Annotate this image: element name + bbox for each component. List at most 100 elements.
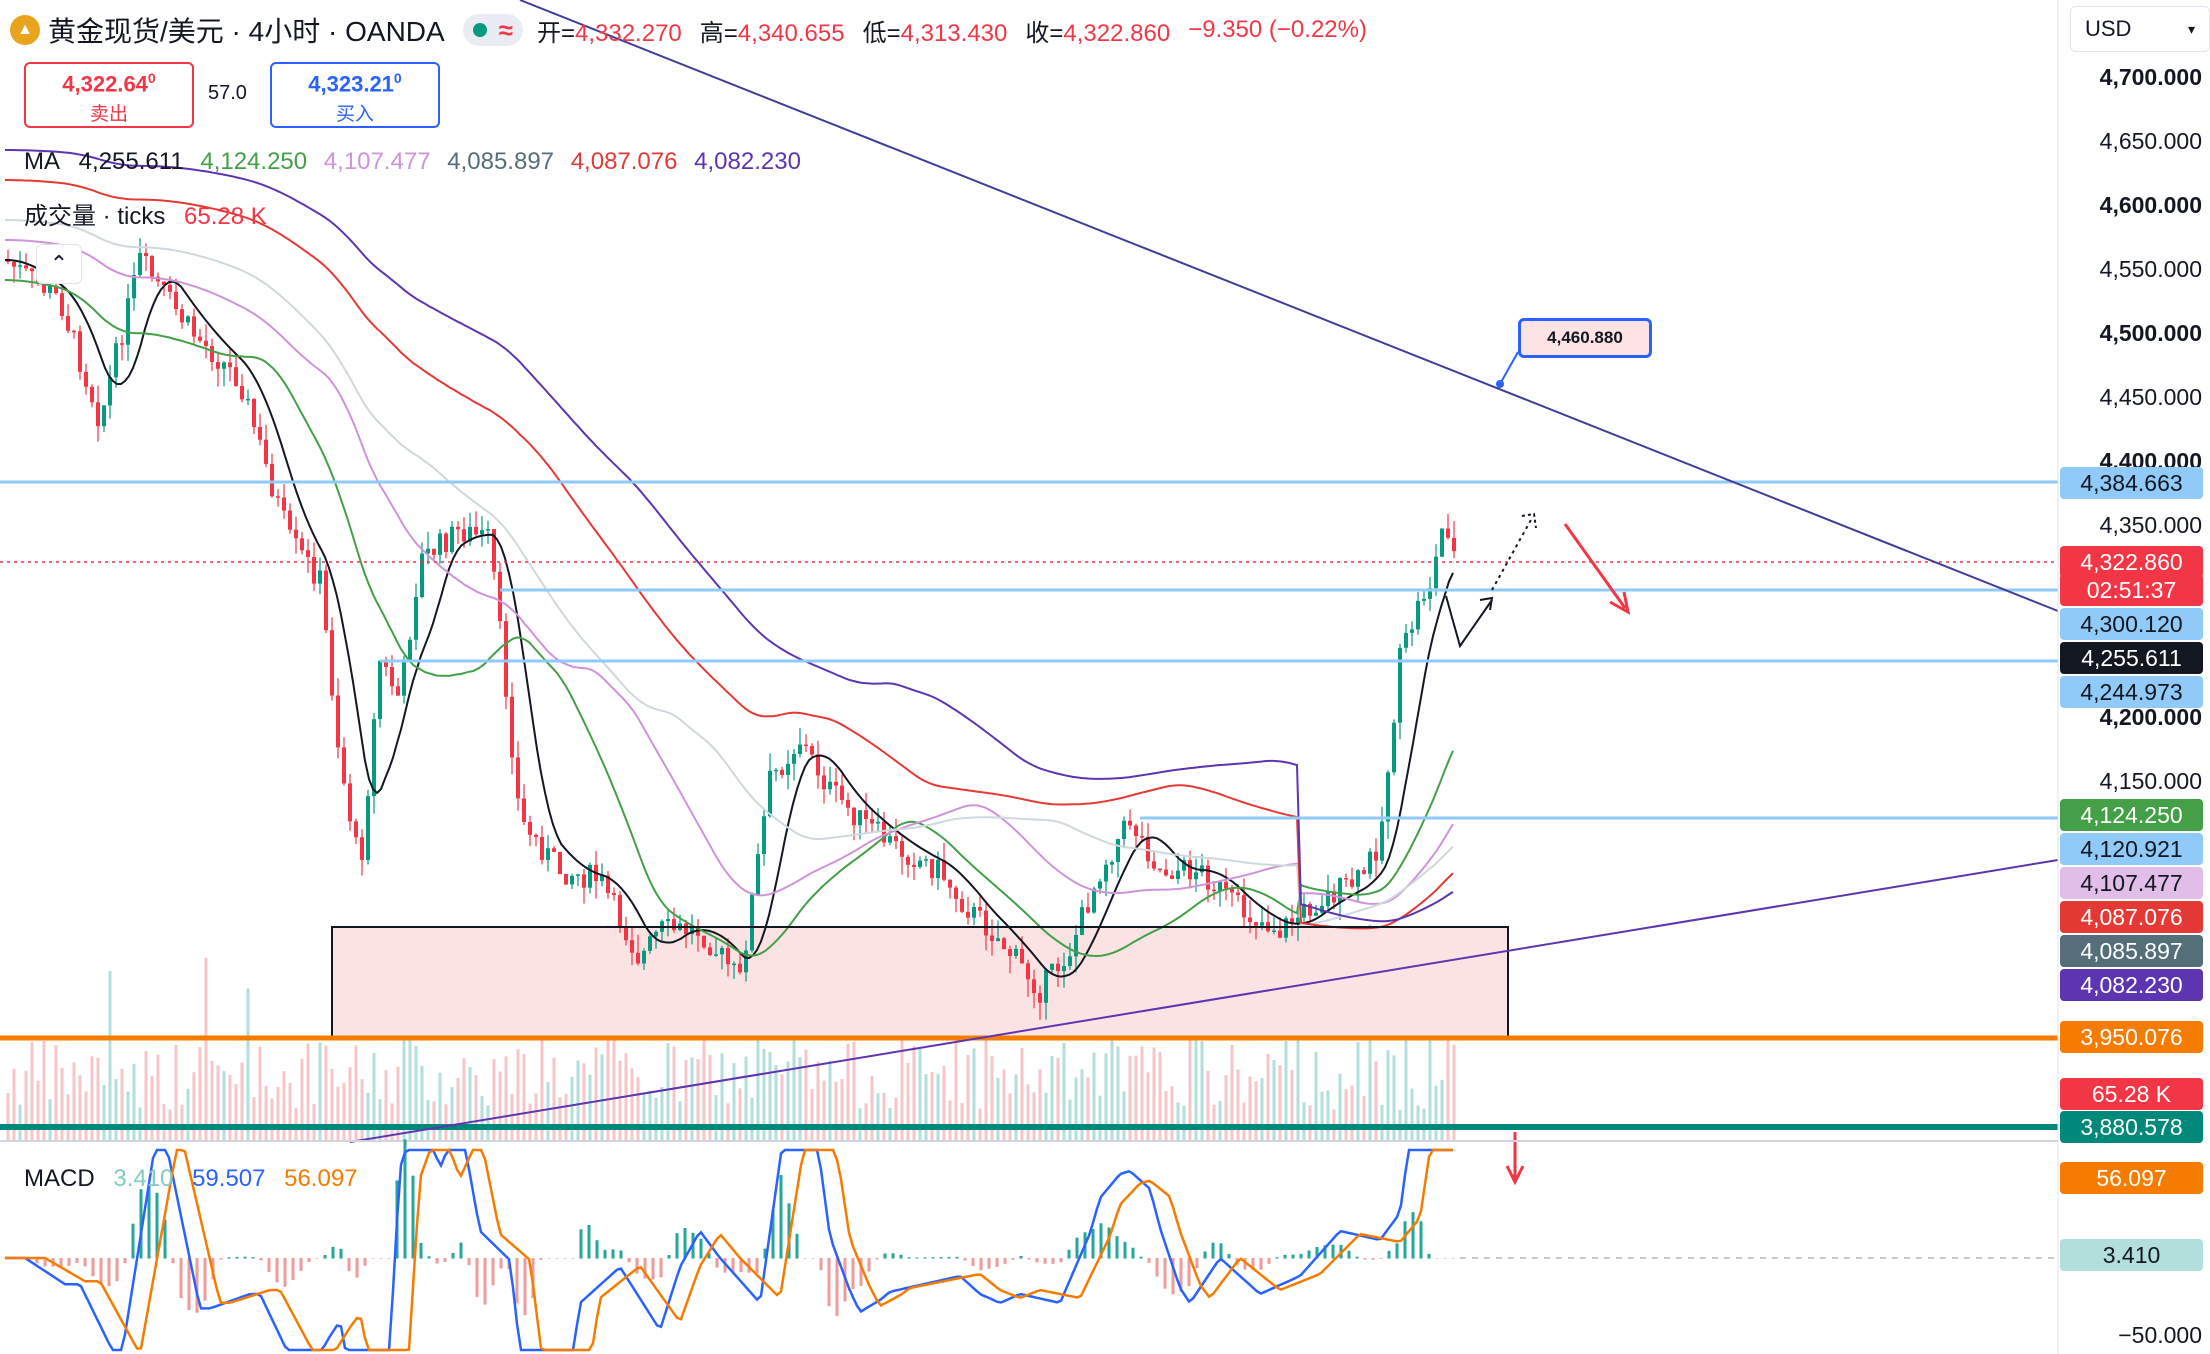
volume-bar (486, 1105, 490, 1140)
candle-body (1242, 895, 1246, 918)
macd-hist-bar (811, 1258, 815, 1259)
price-callout[interactable]: 4,460.880 (1518, 318, 1652, 358)
macd-hist-bar (203, 1258, 207, 1301)
candle-body (504, 621, 508, 697)
currency-selector[interactable]: USD ▾ (2070, 6, 2210, 52)
volume-bar (630, 1068, 634, 1140)
macd-hist-bar (923, 1257, 927, 1259)
candle-body (1110, 862, 1114, 865)
ma-line-5 (5, 179, 1454, 930)
volume-bar (1062, 1042, 1066, 1140)
candle-body (1392, 722, 1396, 773)
candle-body (768, 770, 772, 817)
volume-bar (936, 1073, 940, 1140)
volume-bar (258, 1046, 262, 1140)
ohlc-low: 低=4,313.430 (862, 19, 1008, 47)
macd-legend[interactable]: MACD 3.410 59.507 56.097 (24, 1165, 358, 1193)
price-tag-4300[interactable]: 4,300.120 (2060, 608, 2203, 640)
volume-bar (252, 1097, 256, 1140)
macd-hist-bar (907, 1257, 911, 1259)
volume-bar (96, 1057, 100, 1140)
sell-price: 4,322.64 (62, 71, 148, 97)
candle-body (714, 954, 718, 956)
volume-bar (180, 1104, 184, 1140)
descending-trendline[interactable] (519, 0, 2059, 612)
projection-dotted-line[interactable] (1491, 517, 1533, 591)
red-down-arrow[interactable] (1563, 523, 1627, 609)
volume-bar (678, 1101, 682, 1140)
symbol-title[interactable]: 黄金现货/美元 · 4小时 · OANDA (48, 16, 445, 47)
price-tag-ma4: 4,085.897 (2060, 935, 2203, 967)
macd-hist-bar (603, 1249, 607, 1259)
candle-body (1314, 912, 1318, 916)
price-tag-last[interactable]: 4,322.860 (2060, 546, 2203, 578)
buy-button[interactable]: 4,323.210 买入 (270, 62, 440, 128)
candle-body (384, 661, 388, 668)
volume-bar (768, 1052, 772, 1140)
price-tag-4120[interactable]: 4,120.921 (2060, 833, 2203, 865)
volume-bar (600, 1054, 604, 1140)
volume-bar (1320, 1091, 1324, 1140)
candle-body (444, 533, 448, 553)
candle-body (600, 875, 604, 882)
candle-body (972, 906, 976, 918)
volume-bar (150, 1075, 154, 1140)
macd-hist-bar (315, 1258, 319, 1259)
macd-hist-bar (819, 1258, 823, 1271)
volume-bar (384, 1070, 388, 1140)
volume-bar (1104, 1053, 1108, 1140)
candle-body (648, 936, 652, 951)
volume-bar (1188, 975, 1192, 1140)
volume-bar (510, 1093, 514, 1140)
ma-line-3 (5, 239, 1454, 905)
volume-bar (102, 1084, 106, 1140)
candle-body (1014, 948, 1018, 957)
candle-body (750, 894, 754, 951)
volume-bar (1404, 976, 1408, 1140)
macd-hist-bar (1227, 1254, 1231, 1259)
volume-bar (72, 1062, 76, 1140)
ma-line-6 (5, 149, 1454, 923)
ma-legend[interactable]: MA 4,255.611 4,124.250 4,107.477 4,085.8… (24, 148, 801, 176)
volume-bar (642, 1092, 646, 1140)
candle-body (540, 836, 544, 860)
macd-hist-value: 3.410 (113, 1165, 174, 1192)
macd-hist-bar (499, 1258, 503, 1269)
axis-label: −50.000 (2118, 1322, 2202, 1348)
collapse-legend-button[interactable]: ⌃ (36, 244, 82, 284)
volume-bar (210, 1060, 214, 1140)
market-status-pill[interactable]: ≈ (462, 14, 523, 46)
candle-body (204, 340, 208, 346)
macd-hist-bar (1387, 1250, 1391, 1259)
volume-bar (924, 1074, 928, 1140)
volume-bar (312, 1103, 316, 1140)
volume-bar (1284, 1041, 1288, 1140)
volume-legend[interactable]: 成交量 · ticks 65.28 K (24, 196, 267, 231)
candle-body (582, 874, 586, 888)
volume-bar (822, 1080, 826, 1140)
ascending-trendline[interactable] (349, 859, 2059, 1143)
red-down-arrow-head (1609, 591, 1631, 615)
volume-bar (1362, 1095, 1366, 1140)
macd-hist-bar (1059, 1258, 1063, 1263)
price-tag-4244[interactable]: 4,244.973 (2060, 676, 2203, 708)
price-tag-support-orange[interactable]: 3,950.076 (2060, 1021, 2203, 1053)
ma-value-6: 4,082.230 (694, 148, 801, 175)
macd-hist-bar (1379, 1258, 1383, 1259)
macd-hist-bar (1035, 1258, 1039, 1263)
volume-bar (126, 1091, 130, 1140)
volume-bar (1410, 1088, 1414, 1140)
volume-bar (1248, 1076, 1252, 1140)
price-tag-resistance[interactable]: 4,384.663 (2060, 467, 2203, 499)
volume-bar (648, 1090, 652, 1140)
candle-body (942, 859, 946, 880)
sell-button[interactable]: 4,322.640 卖出 (24, 62, 194, 128)
candle-body (1350, 879, 1354, 887)
price-tag-support-teal[interactable]: 3,880.578 (2060, 1111, 2203, 1143)
volume-bar (6, 1092, 10, 1140)
macd-hist-bar (219, 1258, 223, 1260)
volume-bar (138, 1107, 142, 1140)
volume-bar (744, 1056, 748, 1140)
zigzag-arrow[interactable] (1445, 595, 1493, 649)
